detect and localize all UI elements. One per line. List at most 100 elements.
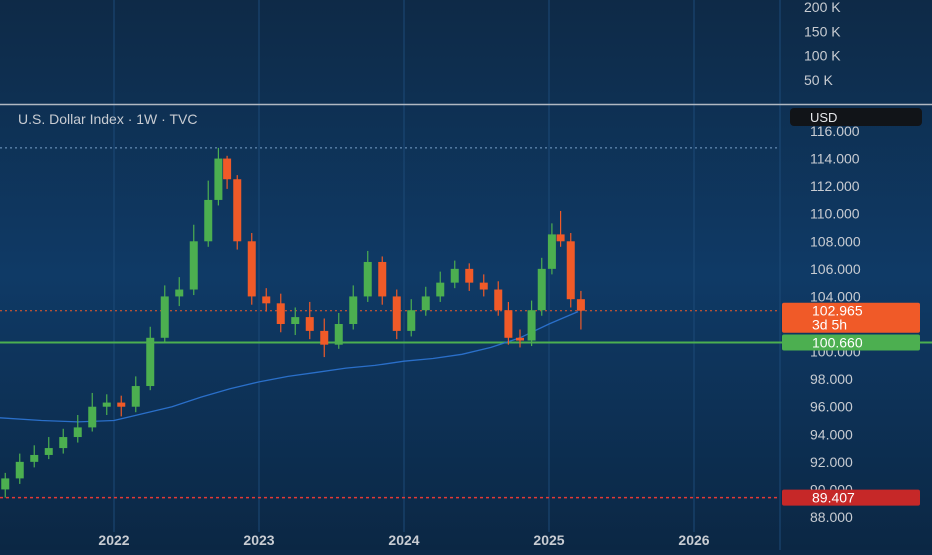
candle-body (44, 448, 53, 455)
candle[interactable] (421, 286, 430, 316)
candle-body (102, 402, 111, 407)
candle[interactable] (1, 472, 10, 498)
candle[interactable] (479, 274, 488, 297)
candle-body (233, 179, 242, 242)
candle[interactable] (363, 250, 372, 302)
candle[interactable] (262, 288, 271, 312)
candle-body (305, 317, 314, 331)
candle[interactable] (556, 210, 565, 247)
candle-body (214, 158, 223, 200)
candle-body (117, 402, 126, 407)
candle[interactable] (44, 437, 53, 460)
candle-body (262, 296, 271, 304)
candle[interactable] (189, 224, 198, 296)
support-level-badge[interactable]: 100.660 (782, 334, 920, 351)
candle[interactable] (276, 293, 285, 333)
candle-body (223, 158, 232, 180)
candle[interactable] (516, 329, 524, 348)
candle-body (378, 261, 387, 297)
candle-body (421, 296, 430, 311)
volume-tick-label: 150 K (804, 23, 841, 39)
candle[interactable] (59, 428, 68, 454)
price-tick-label: 108.000 (810, 233, 861, 249)
low-level-badge[interactable]: 89.407 (782, 489, 920, 506)
candle-body (465, 268, 474, 283)
candle[interactable] (436, 271, 445, 302)
candle-body (73, 427, 82, 438)
candle[interactable] (334, 312, 343, 349)
time-tick-label: 2025 (533, 532, 564, 548)
volume-tick-label: 200 K (804, 0, 841, 15)
candle-body (204, 199, 213, 242)
volume-tick-label: 50 K (804, 72, 833, 88)
candle[interactable] (117, 395, 126, 417)
candle[interactable] (547, 223, 556, 275)
candle-body (436, 282, 445, 297)
candle[interactable] (88, 392, 97, 432)
candle[interactable] (504, 301, 513, 345)
candles-layer[interactable] (0, 147, 585, 498)
candle[interactable] (349, 285, 358, 330)
candle-body (88, 406, 97, 428)
price-tick-label: 96.000 (810, 399, 853, 415)
candle[interactable] (494, 281, 503, 316)
candle-body (504, 310, 513, 338)
candle-body (175, 289, 184, 297)
candle[interactable] (175, 277, 184, 307)
moving-average-line[interactable] (0, 311, 579, 423)
candle-body (547, 234, 556, 269)
candle-body (247, 241, 256, 297)
candle[interactable] (223, 155, 232, 189)
candle-body (479, 282, 488, 290)
candle-body (576, 299, 585, 311)
chart-title: U.S. Dollar Index · 1W · TVC (18, 111, 197, 127)
candle[interactable] (233, 175, 242, 250)
candle[interactable] (407, 299, 416, 337)
candle[interactable] (146, 326, 155, 391)
candle-body (160, 296, 169, 338)
candle-body (494, 289, 503, 311)
candle-body (30, 454, 39, 462)
price-tick-label: 110.000 (810, 206, 860, 222)
candle[interactable] (247, 233, 256, 305)
time-axis[interactable]: 2022 2023 2024 2025 2026 (98, 532, 709, 548)
candle[interactable] (73, 414, 82, 443)
candle[interactable] (131, 376, 140, 413)
candle[interactable] (566, 233, 575, 308)
candle[interactable] (160, 285, 169, 344)
candle[interactable] (204, 180, 213, 247)
candle[interactable] (320, 318, 329, 358)
candle[interactable] (576, 290, 585, 330)
candle-body (131, 386, 140, 407)
candle[interactable] (537, 257, 546, 316)
low-level-badge-text: 89.407 (812, 490, 855, 506)
candle-body (556, 234, 565, 242)
candle-body (363, 261, 372, 297)
support-level-badge-text: 100.660 (812, 334, 863, 350)
candle[interactable] (465, 263, 474, 291)
candle-body (320, 330, 329, 345)
candle-body (189, 241, 198, 290)
price-tick-label: 112.000 (810, 178, 860, 194)
candle-body (349, 296, 358, 324)
candle[interactable] (450, 260, 459, 289)
candle[interactable] (15, 453, 24, 484)
candle-body (146, 337, 155, 387)
candle[interactable] (305, 301, 314, 340)
candle[interactable] (30, 445, 39, 468)
candle[interactable] (527, 300, 536, 347)
currency-badge[interactable]: USD (790, 108, 922, 126)
candle[interactable] (378, 256, 387, 305)
price-tick-label: 88.000 (810, 509, 853, 525)
time-tick-label: 2024 (388, 532, 419, 548)
candle[interactable] (214, 147, 223, 206)
candle[interactable] (392, 289, 401, 340)
candle-body (527, 310, 536, 341)
price-tick-label: 116.000 (810, 123, 860, 139)
candle-body (1, 478, 10, 490)
candle[interactable] (102, 394, 111, 415)
candle[interactable] (291, 307, 300, 336)
